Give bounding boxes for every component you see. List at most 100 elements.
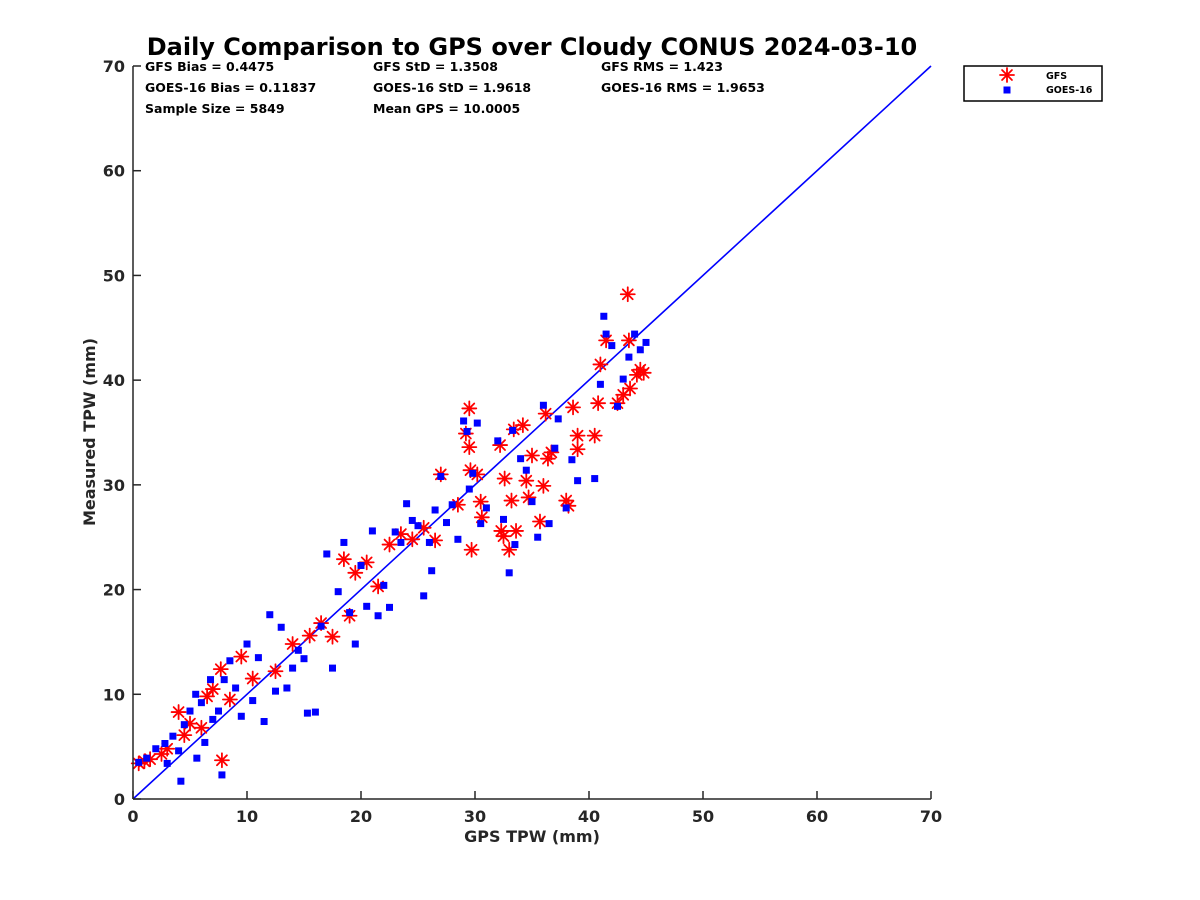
- goes-16-point: [283, 684, 291, 692]
- gfs-point: [214, 752, 230, 769]
- y-tick-label: 30: [103, 476, 125, 495]
- goes-16-point: [209, 715, 217, 723]
- goes-16-point: [260, 718, 268, 726]
- goes-16-point: [574, 477, 582, 485]
- y-tick-label: 40: [103, 371, 125, 390]
- goes-16-point: [600, 312, 608, 320]
- stat-goes16-rms: GOES-16 RMS = 1.9653: [601, 80, 765, 95]
- goes-16-point: [408, 516, 416, 524]
- gfs-point: [535, 478, 552, 494]
- stat-sample-size: Sample Size = 5849: [145, 101, 285, 116]
- goes-16-point: [363, 602, 371, 610]
- goes-16-point: [509, 426, 517, 434]
- goes-16-series: [135, 312, 650, 785]
- goes-16-point: [289, 664, 297, 672]
- goes-16-point: [374, 612, 382, 620]
- goes-16-point: [300, 655, 308, 663]
- gfs-point: [193, 719, 210, 736]
- goes-16-point: [511, 541, 519, 549]
- goes-16-point: [311, 708, 319, 716]
- goes-16-point: [397, 538, 405, 546]
- gfs-point: [628, 367, 645, 383]
- x-tick-label: 40: [578, 807, 600, 826]
- goes-16-point: [232, 684, 240, 692]
- goes-16-point: [534, 533, 542, 541]
- goes-16-point: [226, 657, 234, 665]
- legend-goes-16-square: [1003, 86, 1011, 94]
- x-tick-label: 10: [236, 807, 258, 826]
- goes-16-point: [334, 588, 342, 596]
- one-to-one-line: [132, 65, 932, 800]
- goes-16-point: [454, 535, 462, 543]
- goes-16-point: [596, 380, 604, 388]
- goes-16-point: [180, 721, 188, 729]
- goes-16-point: [473, 419, 481, 427]
- gfs-point: [569, 441, 586, 458]
- goes-16-point: [625, 353, 633, 361]
- goes-16-point: [215, 707, 222, 715]
- goes-16-point: [505, 569, 513, 577]
- goes-16-point: [517, 455, 525, 463]
- goes-16-point: [425, 538, 433, 546]
- goes-16-point: [175, 747, 183, 755]
- goes-16-point: [522, 466, 530, 474]
- goes-16-point: [602, 330, 610, 338]
- goes-16-point: [237, 712, 245, 720]
- goes-16-point: [357, 561, 365, 569]
- gfs-point: [524, 447, 540, 464]
- goes-16-point: [135, 758, 143, 766]
- stat-goes16-std: GOES-16 StD = 1.9618: [373, 80, 531, 95]
- gfs-point: [381, 536, 398, 553]
- stat-gfs-rms: GFS RMS = 1.423: [601, 59, 723, 74]
- gfs-point: [469, 466, 486, 483]
- goes-16-point: [303, 709, 311, 717]
- goes-16-point: [143, 754, 151, 762]
- goes-16-point: [163, 759, 171, 767]
- goes-16-point: [277, 623, 285, 631]
- goes-16-point: [323, 550, 331, 558]
- goes-16-point: [414, 522, 422, 530]
- y-tick-label: 20: [103, 581, 125, 600]
- chart-title: Daily Comparison to GPS over Cloudy CONU…: [147, 33, 918, 61]
- x-tick-label: 60: [806, 807, 828, 826]
- goes-16-point: [201, 738, 209, 746]
- goes-16-point: [591, 475, 599, 483]
- goes-16-point: [207, 676, 215, 684]
- goes-16-point: [539, 401, 547, 409]
- gfs-point: [347, 564, 364, 581]
- gfs-point: [518, 472, 535, 489]
- goes-16-point: [608, 342, 616, 350]
- gfs-point: [204, 681, 221, 697]
- legend-box: [963, 65, 1103, 102]
- legend-goes-16-label: GOES-16: [1046, 85, 1093, 96]
- goes-16-point: [368, 527, 376, 535]
- goes-16-point: [391, 528, 399, 536]
- gfs-point: [335, 551, 352, 568]
- gfs-point: [301, 627, 318, 644]
- goes-16-point: [329, 664, 336, 672]
- goes-16-point: [614, 402, 621, 410]
- gfs-point: [212, 661, 229, 678]
- gfs-point: [199, 688, 216, 705]
- y-tick-label: 70: [103, 57, 125, 76]
- goes-16-point: [294, 646, 302, 654]
- stat-mean-gps: Mean GPS = 10.0005: [373, 101, 520, 116]
- goes-16-point: [152, 745, 160, 753]
- gfs-point: [461, 400, 478, 417]
- goes-16-point: [619, 375, 627, 383]
- gfs-point: [592, 356, 609, 373]
- goes-16-point: [254, 654, 262, 662]
- gfs-point: [590, 395, 607, 412]
- goes-16-point: [642, 338, 650, 346]
- goes-16-point: [193, 754, 201, 762]
- stat-gfs-std: GFS StD = 1.3508: [373, 59, 498, 74]
- y-tick-label: 10: [103, 685, 125, 704]
- gfs-point: [324, 628, 341, 645]
- goes-16-point: [469, 469, 477, 477]
- goes-16-point: [551, 444, 559, 452]
- gfs-point: [244, 670, 261, 687]
- gfs-point: [619, 286, 636, 303]
- gfs-point: [543, 444, 560, 461]
- goes-16-point: [477, 520, 485, 528]
